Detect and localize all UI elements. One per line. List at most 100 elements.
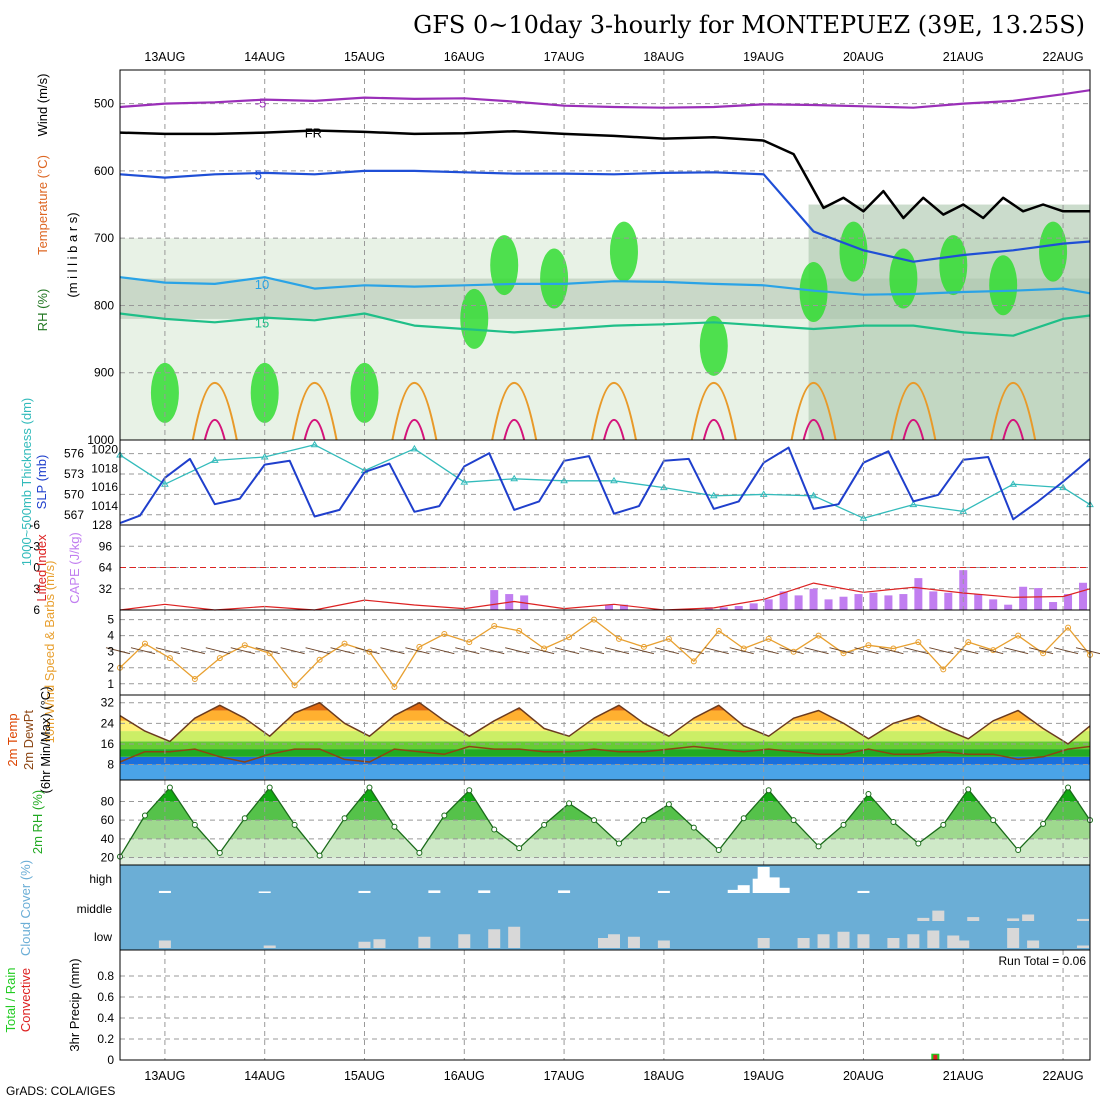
hot-arch-line (203, 418, 226, 441)
li-tick-label: 3 (33, 582, 40, 596)
cape-bar (719, 607, 728, 610)
date-label-top: 17AUG (544, 50, 585, 64)
isotherm-label: 5 (255, 167, 262, 182)
cloud-low-bar (957, 940, 970, 948)
wind-speed-marker (940, 666, 947, 673)
cape-bar (869, 592, 878, 610)
wind-speed-marker (391, 683, 398, 690)
cape-bar (1049, 602, 1058, 610)
temp-band (120, 720, 1090, 732)
dewpoint-line (119, 745, 1091, 763)
slp-tick-label: 1018 (91, 461, 118, 475)
rh-marker (990, 817, 997, 824)
cloud-low-bar (488, 929, 501, 948)
precip-tick-label: 0.8 (97, 969, 114, 983)
wind-barb (754, 647, 779, 655)
date-label-top: 14AUG (244, 50, 285, 64)
cloud-high-bar (757, 867, 770, 893)
rh-marker (715, 847, 722, 854)
li-tick-label: 0 (33, 561, 40, 575)
hot-arch-line (303, 418, 326, 441)
cape-bar (914, 578, 923, 610)
cape-bar (619, 604, 628, 610)
thickness-line (119, 444, 1091, 519)
cape-bar (839, 596, 848, 610)
temp-tick-label: 32 (101, 696, 115, 710)
cape-bar (794, 595, 803, 610)
warm-arch-line (591, 381, 637, 441)
wind-speed-marker (141, 640, 148, 647)
pressure-tick-label: 700 (94, 231, 114, 245)
temp-tick-label: 8 (107, 758, 114, 772)
cloud-low-bar (797, 938, 810, 948)
rh-line (119, 786, 1091, 857)
surface-warm-arches (191, 381, 1037, 441)
date-label-bottom: 16AUG (444, 1069, 485, 1083)
cloud-low-bar (887, 938, 900, 948)
cloud-low-bar (1027, 940, 1040, 948)
slp-tick-label: 1016 (91, 480, 118, 494)
date-label-bottom: 13AUG (144, 1069, 185, 1083)
thickness-marker (560, 476, 568, 484)
wind-barb (679, 647, 704, 655)
precip-tick-label: 0 (107, 1053, 114, 1067)
rh-marker (541, 821, 548, 828)
wind-barb (155, 647, 181, 655)
rh-marker (291, 821, 298, 828)
cloud-high-bar (777, 887, 790, 893)
hot-arch-line (802, 418, 825, 441)
cloud-high-bar (657, 890, 670, 893)
cloud-panel: high middle low (77, 865, 1090, 950)
cloud-background (120, 865, 1090, 950)
rh-marker (790, 817, 797, 824)
rh-moist-blob (350, 362, 379, 423)
cape-bar (779, 591, 788, 610)
wind-barb (554, 647, 580, 655)
date-label-bottom: 17AUG (544, 1069, 585, 1083)
temp-tick-label: 24 (101, 716, 115, 730)
rh-marker (690, 824, 697, 831)
wind-speed-marker (815, 632, 822, 639)
temperature-line (119, 701, 1091, 745)
wind-barb (729, 647, 754, 655)
warm-arch-line (391, 381, 438, 441)
cloud-middle-bar (917, 917, 930, 921)
thickness-tick-label: 573 (64, 467, 84, 481)
cloud-high-bar (857, 890, 870, 893)
cape-bar (734, 606, 743, 610)
date-label-bottom: 19AUG (743, 1069, 784, 1083)
date-label-top: 21AUG (943, 50, 984, 64)
rh-marker (765, 787, 772, 794)
rh-base-fill (120, 857, 1090, 865)
cloud-middle-bar (1022, 914, 1035, 921)
rh-marker (815, 843, 822, 850)
wind-speed-marker (1065, 624, 1072, 631)
cloud-level-label: middle (77, 902, 113, 916)
cloud-low-bar (373, 939, 386, 948)
cloud-low-bar (857, 934, 870, 948)
slp-tick-label: 1020 (91, 442, 118, 456)
date-label-bottom: 21AUG (943, 1069, 984, 1083)
wind-speed-marker (166, 655, 173, 662)
rh-tick-label: 80 (101, 794, 115, 808)
cape-bar (1019, 586, 1028, 610)
wind-barb (1028, 647, 1054, 655)
date-label-bottom: 14AUG (244, 1069, 285, 1083)
wind-barb (904, 647, 929, 655)
cloud-axis-label: Cloud Cover (%) (18, 860, 33, 956)
hot-arch-line (403, 418, 426, 441)
cloud-high-bar (258, 891, 271, 893)
cloud-low-bar (757, 938, 770, 948)
cloud-low-bar (947, 935, 960, 948)
wind-panel (105, 616, 1100, 690)
wind-barb (704, 647, 729, 655)
rh-marker (566, 800, 573, 807)
isotherm-label: 15 (255, 315, 269, 330)
wind-speed-marker (765, 635, 772, 642)
precip-tick-label: 0.6 (97, 990, 114, 1004)
wind-barb (979, 647, 1004, 655)
wind-speed-line (119, 618, 1091, 688)
rh-moist-blob (150, 362, 179, 423)
precip-frame (119, 949, 1091, 1061)
rh-moist-blob (989, 255, 1018, 316)
